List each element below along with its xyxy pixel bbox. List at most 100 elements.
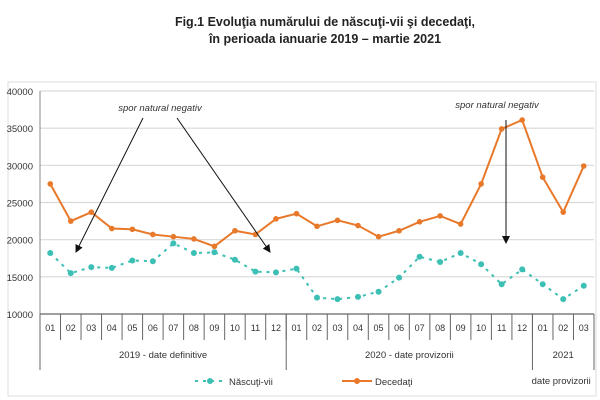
legend-label: Decedaţi	[375, 377, 413, 388]
x-tick-label: 03	[579, 323, 589, 333]
data-point	[211, 249, 218, 256]
data-point	[47, 181, 54, 187]
annotation-label: spor natural negativ	[455, 100, 540, 111]
x-tick-label: 10	[476, 323, 486, 333]
data-point	[190, 250, 197, 257]
data-point	[314, 294, 320, 301]
data-point	[580, 163, 587, 169]
legend-marker	[207, 378, 213, 384]
data-point	[293, 210, 300, 217]
data-point	[375, 233, 382, 240]
data-point	[129, 226, 136, 233]
data-point	[375, 288, 382, 295]
y-tick-label: 35000	[7, 124, 33, 135]
x-tick-label: 03	[333, 323, 343, 333]
data-point	[519, 117, 525, 123]
x-tick-label: 09	[456, 323, 466, 333]
x-tick-label: 01	[538, 323, 548, 333]
group-label: 2019 - date definitive	[119, 350, 207, 361]
legend-label: Născuţi-vii	[229, 377, 273, 388]
data-point	[539, 174, 546, 181]
group-label: 2021	[553, 350, 574, 361]
data-point	[334, 296, 341, 303]
x-tick-label: 07	[415, 323, 425, 333]
series-line	[49, 242, 585, 301]
data-point	[149, 258, 156, 265]
group-sublabel: date provizorii	[532, 376, 591, 387]
data-point	[231, 256, 238, 263]
y-tick-label: 25000	[7, 199, 33, 210]
data-point	[457, 250, 464, 257]
x-tick-label: 02	[66, 323, 76, 333]
data-point	[437, 213, 443, 219]
data-point	[88, 264, 95, 271]
data-point	[129, 257, 136, 264]
data-point	[109, 225, 115, 232]
x-tick-label: 06	[148, 323, 158, 333]
data-point	[416, 219, 423, 225]
data-point	[437, 258, 444, 265]
data-point	[560, 209, 567, 215]
legend-marker	[354, 378, 360, 384]
data-point	[67, 218, 74, 224]
data-point	[539, 281, 546, 288]
title-line-1: Fig.1 Evoluţia numărului de născuţi-vii …	[174, 15, 476, 29]
data-point	[170, 240, 177, 247]
x-tick-label: 01	[291, 323, 301, 333]
x-tick-label: 03	[86, 323, 96, 333]
x-tick-label: 09	[209, 323, 219, 333]
y-tick-label: 10000	[7, 310, 33, 321]
data-point	[150, 231, 156, 238]
group-label: 2020 - date provizorii	[365, 350, 454, 361]
x-tick-label: 05	[374, 323, 384, 333]
data-point	[314, 223, 320, 230]
chart-frame	[7, 81, 597, 397]
y-tick-label: 15000	[7, 273, 33, 284]
data-point	[457, 221, 464, 227]
x-tick-label: 02	[558, 323, 568, 333]
title-line-2: în perioada ianuarie 2019 – martie 2021	[208, 32, 442, 46]
x-tick-label: 07	[168, 323, 178, 333]
data-point	[498, 281, 505, 288]
x-tick-label: 11	[497, 323, 506, 333]
data-point	[355, 293, 362, 300]
x-tick-label: 12	[271, 323, 281, 333]
data-point	[396, 274, 403, 281]
data-point	[560, 296, 567, 303]
data-point	[396, 227, 402, 234]
data-point	[252, 268, 259, 275]
data-point	[519, 266, 526, 273]
data-point	[67, 270, 74, 277]
chart-title: Fig.1 Evoluţia numărului de născuţi-vii …	[0, 14, 600, 48]
annotation-arrow	[176, 117, 271, 253]
data-point	[416, 253, 423, 260]
x-tick-label: 11	[251, 323, 260, 333]
x-tick-label: 02	[312, 323, 322, 333]
data-point	[47, 250, 54, 257]
data-point	[478, 261, 485, 268]
y-tick-label: 20000	[7, 236, 33, 247]
x-tick-label: 01	[45, 323, 55, 333]
data-point	[293, 265, 300, 272]
x-tick-label: 12	[517, 323, 527, 333]
data-point	[88, 209, 95, 215]
data-point	[272, 269, 279, 276]
data-point	[355, 222, 361, 229]
data-point	[580, 282, 587, 289]
data-point	[191, 236, 197, 242]
y-tick-label: 30000	[7, 161, 33, 172]
data-point	[334, 217, 341, 224]
data-point	[232, 227, 238, 234]
x-tick-label: 10	[230, 323, 240, 333]
data-point	[211, 243, 218, 250]
x-tick-label: 04	[353, 323, 363, 333]
annotation-label: spor natural negativ	[118, 103, 203, 114]
x-tick-label: 08	[435, 323, 445, 333]
data-point	[273, 216, 279, 222]
annotation-arrow	[75, 117, 144, 253]
data-point	[108, 264, 115, 271]
data-point	[170, 233, 177, 240]
x-tick-label: 04	[107, 323, 117, 333]
x-tick-label: 08	[189, 323, 199, 333]
